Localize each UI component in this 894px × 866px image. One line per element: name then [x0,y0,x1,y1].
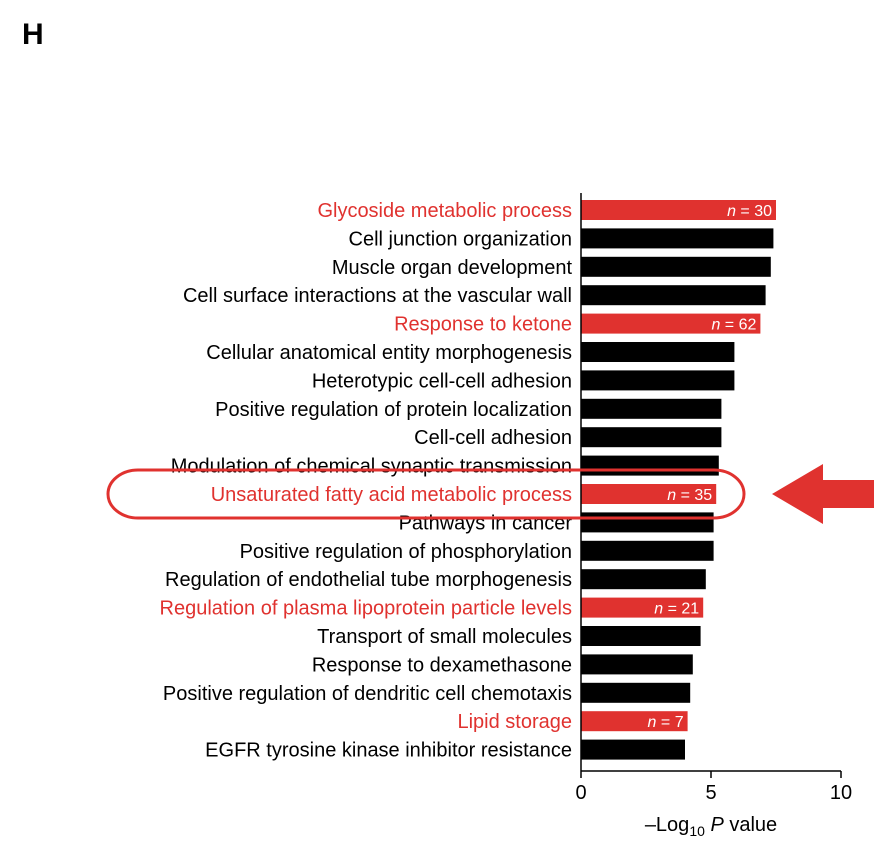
category-label: Response to ketone [394,314,572,336]
bar [581,711,688,732]
bar [581,540,714,561]
bar-data-label: n = 21 [654,601,699,618]
category-label: Muscle organ development [332,257,573,279]
x-axis: 0 5 10 –Log10 P value [575,193,852,839]
category-label: EGFR tyrosine kinase inhibitor resistanc… [205,740,572,762]
category-labels-group: Glycoside metabolic process Cell junction… [160,200,573,762]
highlight-ellipse [106,468,746,520]
category-label: Regulation of endothelial tube morphogen… [165,569,572,591]
x-tick-label: 0 [575,782,586,804]
bar [581,427,722,448]
bar [581,626,701,646]
category-label: Modulation of chemical synaptic transmis… [171,456,572,478]
category-label: Unsaturated fatty acid metabolic process [211,484,572,506]
bar-data-label: n = 7 [648,714,684,731]
bar [581,398,722,419]
category-label: Lipid storage [457,711,572,733]
bar [581,256,771,277]
x-tick-label: 10 [830,782,852,804]
category-label: Positive regulation of protein localizat… [215,399,572,421]
category-label: Positive regulation of phosphorylation [240,541,572,563]
category-label: Cell-cell adhesion [414,427,572,449]
bar [581,342,735,362]
x-tick-label: 5 [705,782,716,804]
bar [581,682,691,703]
bar [581,484,717,504]
bar [581,285,766,306]
bar [581,200,776,220]
category-label: Cell junction organization [349,228,572,250]
bar [581,370,735,391]
panel-letter: H [22,18,44,51]
category-label: Heterotypic cell-cell adhesion [312,370,572,392]
bar-data-label: n = 30 [727,203,772,220]
category-label: Transport of small molecules [317,626,572,648]
bars-group: n = 30 n = 62 n = 35 n = 21 n = 7 [581,200,776,760]
bar [581,313,761,334]
category-label: Pathways in cancer [399,512,573,534]
bar [581,228,774,249]
x-axis-label: –Log10 P value [645,814,777,839]
arrow-left-icon [772,464,874,524]
category-label: Positive regulation of dendritic cell ch… [163,683,572,705]
bar-data-label: n = 62 [711,317,756,334]
category-label: Cellular anatomical entity morphogenesis [206,342,572,364]
annotation-group [106,464,874,524]
category-label: Response to dexamethasone [312,654,572,676]
category-label: Glycoside metabolic process [317,200,572,222]
bar [581,455,719,476]
category-label: Cell surface interactions at the vascula… [183,285,572,307]
bar [581,569,706,590]
bar [581,739,685,760]
bar [581,512,714,533]
category-label: Regulation of plasma lipoprotein particl… [160,598,572,620]
bar-data-label: n = 35 [667,487,712,504]
bar [581,654,693,675]
bar [581,597,704,618]
